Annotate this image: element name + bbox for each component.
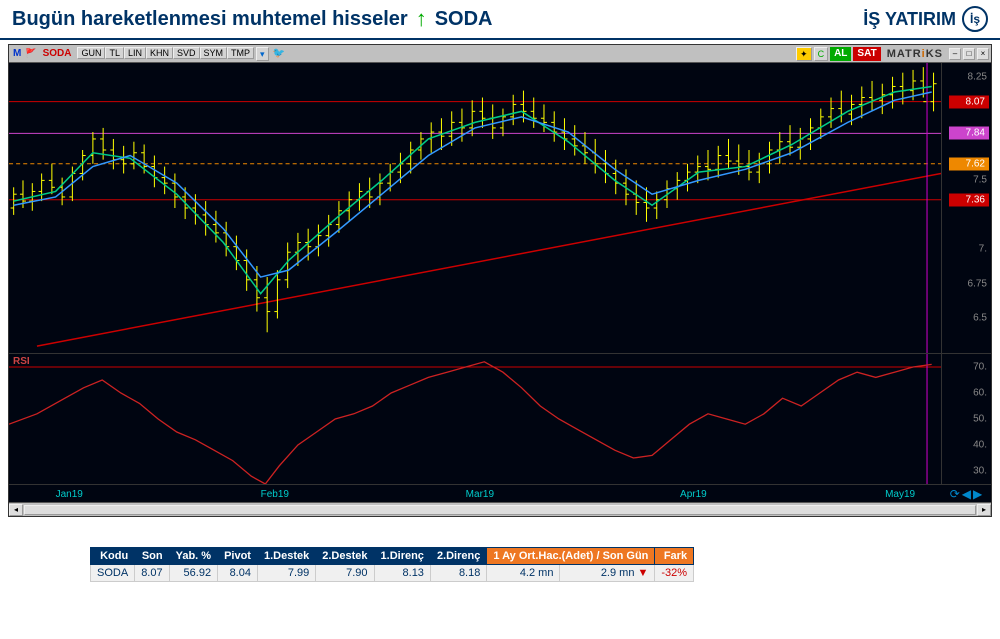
scroll-left-icon[interactable]: ◂ — [9, 504, 23, 516]
dropdown-icon[interactable]: ▾ — [256, 47, 269, 61]
prev-icon[interactable]: ◀ — [962, 487, 971, 501]
xlabel: Jan19 — [56, 489, 83, 500]
toolbar-btn-sym[interactable]: SYM — [200, 47, 228, 59]
toolbar-btn-gun[interactable]: GUN — [77, 47, 105, 59]
summary-table: KoduSonYab. %Pivot1.Destek2.Destek1.Dire… — [90, 547, 694, 582]
col-header: 1.Direnç — [374, 548, 430, 565]
cell-yab: 56.92 — [169, 565, 217, 582]
title-prefix: Bugün hareketlenmesi muhtemel hisseler — [12, 8, 408, 31]
cell-r1: 8.13 — [374, 565, 430, 582]
price-plot[interactable] — [9, 63, 941, 353]
up-arrow-icon: ↑ — [416, 6, 427, 32]
xlabel: Mar19 — [466, 489, 494, 500]
rsi-yaxis: 30. 40. 50. 60. 70. — [941, 354, 991, 484]
rsi-ytick: 50. — [973, 414, 987, 425]
ytick: 6.75 — [968, 278, 987, 289]
col-header: 1 Ay Ort.Hac.(Adet) / Son Gün — [487, 548, 655, 565]
twitter-icon[interactable]: 🐦 — [271, 48, 287, 59]
toolbar-btn-khn[interactable]: KHN — [146, 47, 173, 59]
maximize-icon[interactable]: □ — [963, 48, 975, 60]
col-header: Kodu — [91, 548, 135, 565]
cell-hac1: 4.2 mn — [487, 565, 560, 582]
rsi-ytick: 40. — [973, 440, 987, 451]
price-chart-area: 6.5 6.75 7. 7.5 8.25 8.07 7.84 7.62 7.36 — [9, 63, 991, 353]
toolbar-btn-tmp[interactable]: TMP — [227, 47, 254, 59]
xlabel: Apr19 — [680, 489, 707, 500]
cell-fark: -32% — [655, 565, 694, 582]
col-header: 2.Destek — [316, 548, 374, 565]
price-pill: 8.07 — [949, 95, 989, 108]
buy-button[interactable]: AL — [830, 47, 851, 61]
xlabel: May19 — [885, 489, 915, 500]
page-header: Bugün hareketlenmesi muhtemel hisseler ↑… — [0, 0, 1000, 40]
cell-son: 8.07 — [135, 565, 169, 582]
ytick: 8.25 — [968, 71, 987, 82]
next-icon[interactable]: ▶ — [973, 487, 982, 501]
toolbar-btn-svd[interactable]: SVD — [173, 47, 200, 59]
circle-icon[interactable]: C — [814, 47, 829, 61]
rsi-label: RSI — [13, 356, 30, 367]
tool-icon[interactable]: ✦ — [796, 47, 812, 61]
price-pill: 7.84 — [949, 127, 989, 140]
toolbar-btn-lin[interactable]: LIN — [124, 47, 146, 59]
ytick: 7. — [979, 244, 987, 255]
flag-icon: 🚩 — [25, 48, 36, 59]
cell-pivot: 8.04 — [218, 565, 258, 582]
col-header: Fark — [655, 548, 694, 565]
chart-toolbar: M 🚩 SODA GUNTLLINKHNSVDSYMTMP ▾ 🐦 ✦ C AL… — [9, 45, 991, 63]
time-axis: Jan19 Feb19 Mar19 Apr19 May19 ⟳ ◀ ▶ — [9, 484, 991, 502]
col-header: Pivot — [218, 548, 258, 565]
rsi-ytick: 70. — [973, 362, 987, 373]
cell-d2: 7.90 — [316, 565, 374, 582]
price-yaxis: 6.5 6.75 7. 7.5 8.25 8.07 7.84 7.62 7.36 — [941, 63, 991, 353]
xlabel: Feb19 — [261, 489, 289, 500]
col-header: Son — [135, 548, 169, 565]
rsi-plot[interactable]: RSI — [9, 354, 941, 484]
matriks-logo: MATRiKS — [883, 48, 947, 60]
header-ticker: SODA — [435, 8, 493, 31]
broker-logo: İŞ YATIRIM İş — [863, 6, 988, 32]
rsi-ytick: 60. — [973, 388, 987, 399]
price-pill: 7.36 — [949, 193, 989, 206]
close-icon[interactable]: × — [977, 48, 989, 60]
logo-icon: İş — [962, 6, 988, 32]
ytick: 7.5 — [973, 175, 987, 186]
price-pill: 7.62 — [949, 157, 989, 170]
col-header: Yab. % — [169, 548, 217, 565]
cell-kodu: SODA — [91, 565, 135, 582]
sell-button[interactable]: SAT — [853, 47, 880, 61]
chart-container: M 🚩 SODA GUNTLLINKHNSVDSYMTMP ▾ 🐦 ✦ C AL… — [8, 44, 992, 517]
rsi-ytick: 30. — [973, 466, 987, 477]
logo-text: İŞ YATIRIM — [863, 9, 956, 30]
cell-d1: 7.99 — [257, 565, 315, 582]
header-title: Bugün hareketlenmesi muhtemel hisseler ↑… — [12, 6, 492, 32]
cell-r2: 8.18 — [430, 565, 486, 582]
cell-hac2: 2.9 mn ▼ — [560, 565, 655, 582]
ytick: 6.5 — [973, 313, 987, 324]
col-header: 2.Direnç — [430, 548, 486, 565]
rsi-chart-area: RSI 30. 40. 50. 60. 70. — [9, 353, 991, 484]
toolbar-btn-tl[interactable]: TL — [105, 47, 124, 59]
scroll-right-icon[interactable]: ▸ — [977, 504, 991, 516]
chart-scrollbar[interactable]: ◂ ▸ — [9, 502, 991, 516]
col-header: 1.Destek — [257, 548, 315, 565]
provider-m-icon: M — [11, 48, 23, 59]
toolbar-symbol: SODA — [39, 48, 76, 59]
refresh-icon[interactable]: ⟳ — [950, 487, 960, 501]
minimize-icon[interactable]: – — [949, 48, 961, 60]
